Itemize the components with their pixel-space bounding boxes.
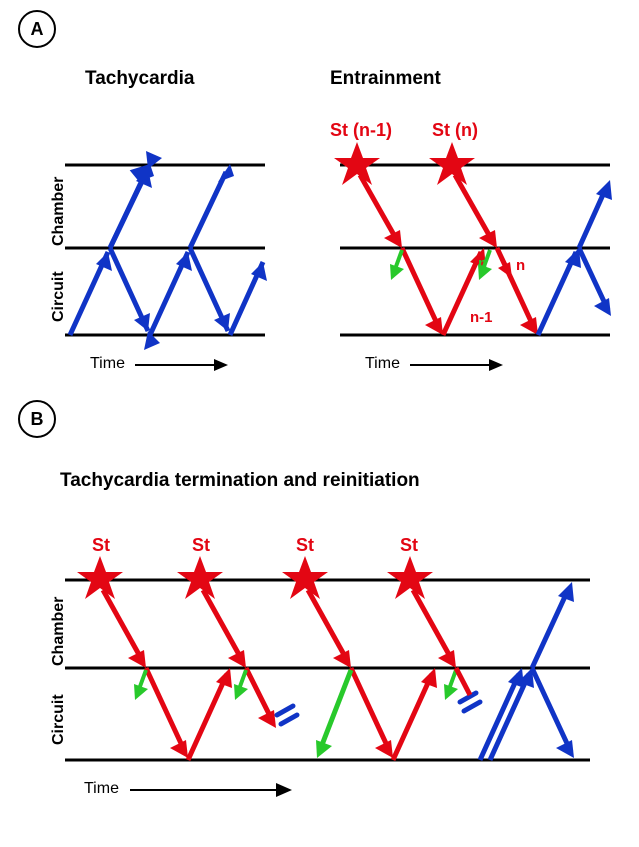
annot-n-1-red: n-1 [470,309,493,326]
time-arrow-a-right [410,359,503,371]
a-left-chamber-arrows [110,157,234,248]
star-b2 [177,556,223,599]
b-red-chamber-arrows [103,590,456,668]
star-b1 [77,556,123,599]
time-arrow-a-left [135,359,228,371]
a-right-red-arrows [360,175,538,335]
time-arrow-b [130,783,292,797]
star-b4 [387,556,433,599]
a-left-blue-arrows [70,151,267,350]
annot-n-red: n [516,257,525,274]
b-entry4-red-short [456,668,470,695]
a-right-blue-arrows [538,180,612,335]
diagram-svg: n n n-1 [0,0,639,847]
annot-n-green: n [478,255,487,272]
b-circuit-red [146,668,437,760]
star-b3 [282,556,328,599]
